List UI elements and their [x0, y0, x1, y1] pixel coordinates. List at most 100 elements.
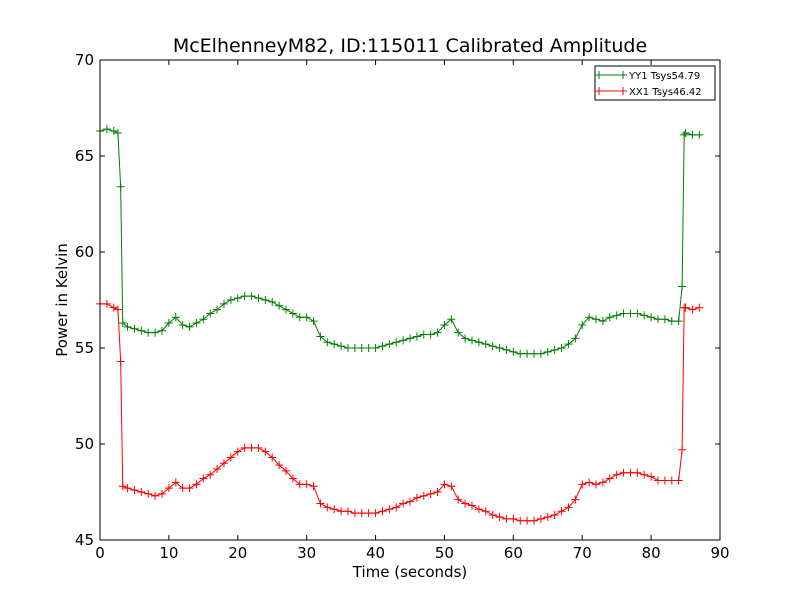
data-point-marker	[220, 299, 228, 308]
x-tick-label: 90	[710, 544, 729, 562]
data-point-marker	[543, 347, 552, 356]
data-point-marker	[585, 313, 594, 322]
data-point-marker	[116, 357, 125, 366]
data-point-marker	[282, 466, 290, 475]
data-point-marker	[302, 313, 311, 322]
data-point-marker	[164, 484, 173, 493]
data-point-marker	[530, 349, 538, 358]
x-tick-label: 50	[435, 544, 454, 562]
data-point-marker	[495, 344, 504, 352]
data-point-marker	[454, 495, 463, 504]
data-point-marker	[213, 464, 222, 473]
data-point-marker	[678, 445, 687, 454]
data-point-marker	[605, 474, 614, 483]
data-point-marker	[557, 507, 566, 516]
data-point-marker	[536, 514, 545, 523]
data-point-marker	[178, 320, 187, 329]
data-point-marker	[633, 468, 642, 477]
data-point-marker	[213, 305, 222, 314]
data-point-marker	[688, 305, 697, 314]
data-point-marker	[550, 511, 559, 520]
data-point-marker	[557, 344, 566, 352]
data-point-marker	[640, 311, 649, 320]
x-tick-label: 70	[573, 544, 592, 562]
data-point-marker	[550, 345, 559, 354]
data-point-marker	[481, 340, 490, 349]
data-point-marker	[605, 313, 614, 322]
data-point-marker	[123, 322, 132, 331]
data-point-marker	[385, 505, 394, 514]
legend-box	[594, 65, 716, 101]
data-point-marker	[440, 480, 449, 489]
data-point-marker	[330, 505, 339, 514]
data-point-marker	[199, 474, 208, 483]
data-point-marker	[350, 344, 359, 352]
data-point-marker	[102, 125, 111, 134]
data-point-marker	[598, 317, 607, 326]
data-point-marker	[660, 315, 669, 324]
data-point-marker	[688, 130, 697, 139]
data-point-marker	[543, 512, 552, 521]
data-point-marker	[406, 497, 414, 506]
data-point-marker	[461, 334, 470, 343]
y-tick-label: 70	[75, 51, 94, 69]
data-point-marker	[171, 313, 180, 322]
data-point-marker	[371, 509, 380, 518]
data-point-marker	[275, 461, 284, 470]
data-point-marker	[667, 317, 676, 326]
data-point-marker	[144, 489, 153, 498]
data-point-marker	[109, 303, 118, 312]
x-tick-label: 20	[228, 544, 247, 562]
data-point-marker	[419, 330, 428, 339]
data-point-marker	[116, 182, 125, 191]
data-point-marker	[261, 296, 270, 304]
data-point-marker	[113, 305, 122, 314]
data-point-marker	[206, 309, 215, 318]
data-point-marker	[268, 453, 277, 462]
data-point-marker	[261, 447, 270, 456]
data-point-marker	[385, 340, 394, 349]
data-point-marker	[681, 128, 690, 137]
plot-frame	[99, 59, 721, 541]
data-point-marker	[619, 309, 628, 318]
data-point-marker	[468, 336, 476, 345]
data-point-marker	[674, 317, 683, 326]
data-point-marker	[516, 349, 525, 358]
data-point-marker	[247, 292, 256, 301]
data-point-marker	[578, 320, 587, 329]
data-point-marker	[509, 514, 518, 523]
legend-label: XX1 Tsys46.42	[629, 87, 702, 98]
data-point-marker	[233, 447, 242, 456]
data-point-marker	[468, 501, 476, 510]
data-point-marker	[640, 470, 649, 479]
x-axis-label: Time (seconds)	[352, 563, 468, 581]
data-point-marker	[323, 338, 332, 347]
x-tick-label: 60	[504, 544, 523, 562]
data-point-marker	[523, 516, 532, 525]
data-point-marker	[654, 476, 662, 485]
data-point-marker	[392, 338, 401, 347]
data-point-marker	[240, 443, 249, 452]
data-point-marker	[130, 324, 139, 333]
legend: YY1 Tsys54.79 XX1 Tsys46.42	[594, 65, 716, 101]
data-point-marker	[240, 292, 249, 301]
y-axis-label: Power in Kelvin	[53, 243, 71, 357]
x-tick-label: 40	[366, 544, 385, 562]
data-point-marker	[295, 313, 304, 322]
x-tick-label: 0	[95, 544, 105, 562]
data-point-marker	[164, 319, 173, 328]
series-line	[100, 303, 700, 522]
data-point-marker	[695, 130, 704, 139]
series-line	[99, 128, 700, 355]
data-point-marker	[226, 296, 235, 304]
data-point-marker	[598, 478, 607, 487]
series-1	[96, 125, 704, 358]
data-point-marker	[474, 505, 483, 514]
data-point-marker	[626, 468, 635, 477]
data-point-marker	[178, 484, 187, 493]
data-point-marker	[502, 345, 511, 354]
data-point-marker	[654, 315, 662, 324]
legend-swatch-marker	[595, 71, 603, 79]
legend-entry: YY1 Tsys54.79	[595, 71, 700, 82]
data-point-marker	[130, 486, 139, 495]
